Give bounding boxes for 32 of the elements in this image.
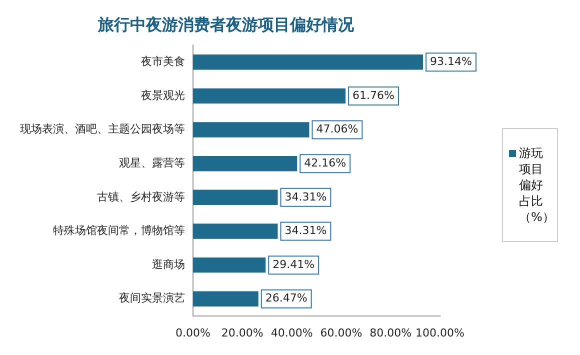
chart-title: 旅行中夜游消费者夜游项目偏好情况 [97,14,355,34]
y-tick-label: 夜间实景演艺 [119,292,185,305]
y-tick-label: 夜市美食 [141,54,185,68]
y-tick-label: 古镇、乡村夜游等 [97,190,185,204]
x-tick-label: 40.00% [270,326,313,340]
y-tick-label: 观星、露营等 [119,156,185,170]
bar [193,224,278,239]
data-label: 26.47% [265,292,308,305]
x-tick-label: 80.00% [370,326,412,340]
x-tick-label: 100.00% [416,326,464,340]
y-tick-label: 特殊场馆夜间常，博物馆等 [53,224,185,238]
bar [193,257,266,273]
legend-label: 游玩项目偏好占比（%） [519,145,554,225]
bar [193,122,310,138]
y-tick-label: 逛商场 [152,258,185,271]
data-label: 34.31% [284,190,327,204]
y-tick-label: 夜景观光 [141,88,185,102]
bar [193,291,258,306]
bar [193,54,424,70]
bar [193,156,298,172]
bar [193,88,346,104]
x-tick-label: 20.00% [221,326,264,340]
data-label: 34.31% [284,224,327,238]
bar [193,190,278,206]
data-label: 61.76% [352,88,394,102]
x-tick-label: 60.00% [320,326,362,340]
data-label: 93.14% [430,54,472,68]
data-label: 42.16% [304,156,346,170]
y-tick-label: 现场表演、酒吧、主题公园夜场等 [20,122,185,136]
data-label: 29.41% [272,258,315,271]
x-tick-label: 0.00% [176,326,210,340]
data-label: 47.06% [316,122,358,136]
